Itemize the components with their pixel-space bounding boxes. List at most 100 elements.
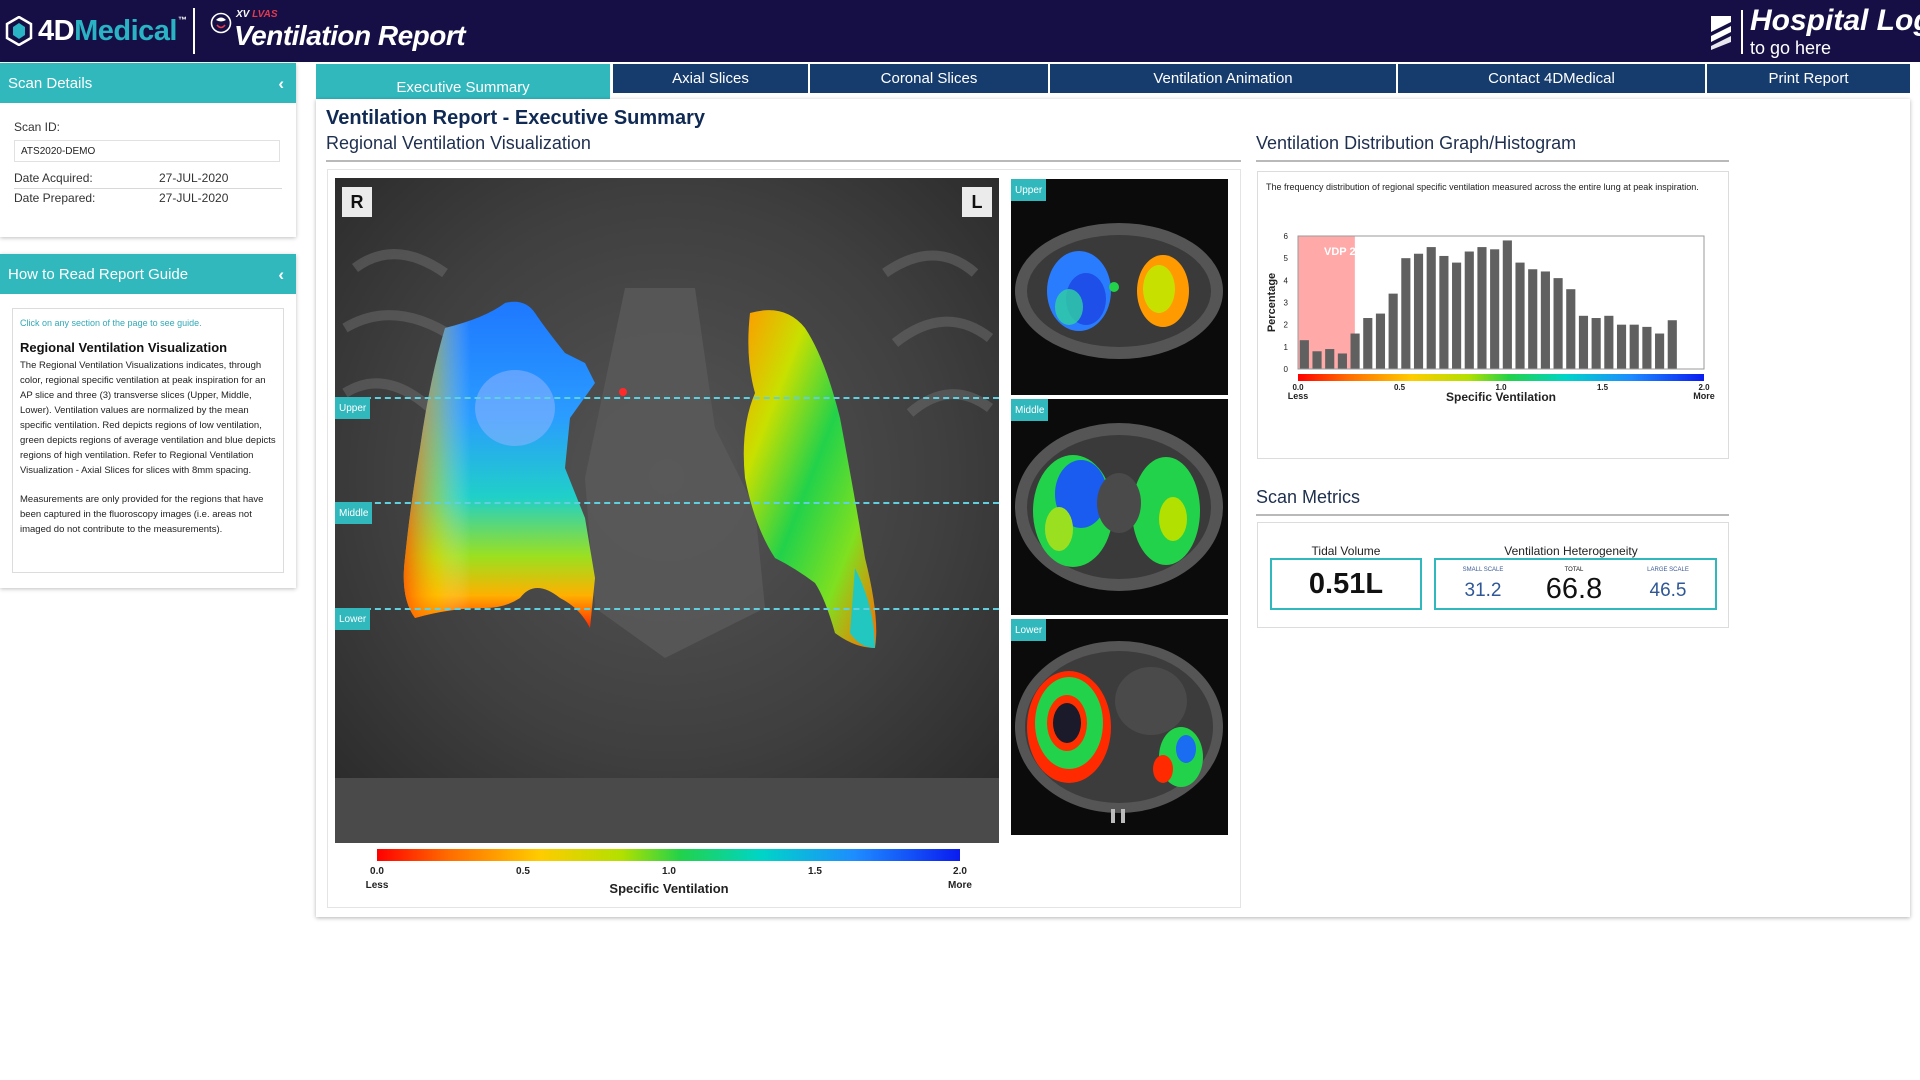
tidal-volume-value: 0.51L — [1308, 568, 1384, 600]
total-label: TOTAL — [1564, 567, 1584, 573]
histogram-bar — [1591, 318, 1601, 369]
histogram-bar — [1452, 262, 1462, 369]
hospital-logo-divider — [1741, 10, 1743, 54]
small-scale-value: 31.2 — [1464, 580, 1502, 601]
tidal-volume-box: 0.51L — [1270, 558, 1422, 610]
coronal-ct-render — [335, 178, 999, 843]
colorbar-more-label: More — [948, 880, 972, 891]
x-tick-label: 0.5 — [1394, 383, 1406, 392]
histogram-bar — [1413, 253, 1424, 369]
histogram-bar — [1566, 289, 1576, 369]
report-guide-panel: How to Read Report Guide ‹ Click on any … — [0, 254, 296, 588]
x-tick-label: 2.0 — [1698, 383, 1710, 392]
scan-id-label: Scan ID: — [14, 120, 61, 134]
axial-slice-middle[interactable]: Middle — [1011, 399, 1228, 615]
x-tick-label: 0.0 — [1292, 383, 1304, 392]
upper-slice-label: Upper — [1011, 179, 1047, 201]
axial-slice-upper[interactable]: Upper — [1011, 179, 1228, 395]
ventilation-heterogeneity-box: SMALL SCALE 31.2 TOTAL 66.8 LARGE SCALE … — [1434, 558, 1717, 610]
colorbar-tick: 0.0 — [370, 866, 384, 877]
histogram-bar — [1667, 320, 1677, 369]
x-max-label: More — [1693, 391, 1715, 401]
visualization-section-title: Regional Ventilation Visualization — [326, 133, 591, 153]
histogram-bar — [1629, 324, 1639, 369]
histogram-bar — [1426, 247, 1436, 369]
histogram-bar — [1604, 315, 1614, 369]
middle-slice-label: Middle — [1011, 399, 1049, 421]
y-tick-label: 3 — [1284, 299, 1289, 308]
axial-ct-render — [1015, 223, 1223, 359]
colorbar-tick: 0.5 — [516, 866, 530, 877]
y-tick-label: 5 — [1284, 254, 1289, 263]
lower-slice-line — [335, 608, 999, 610]
orientation-right-marker: R — [342, 187, 372, 217]
histogram-bar — [1337, 353, 1347, 369]
lower-slice-label[interactable]: Lower — [335, 608, 371, 630]
scan-metrics-card: Tidal Volume 0.51L Ventilation Heterogen… — [1257, 522, 1729, 628]
upper-slice-line — [335, 397, 999, 399]
histogram-bar — [1515, 262, 1525, 369]
histogram-bar — [1528, 269, 1538, 369]
colorbar-less-label: Less — [365, 880, 389, 891]
date-acquired-label: Date Acquired: — [14, 171, 93, 185]
axial-slice-lower[interactable]: Lower — [1011, 619, 1228, 835]
tab-print-report[interactable]: Print Report — [1707, 64, 1910, 93]
4dmedical-logo[interactable]: 4DMedical™ — [4, 10, 187, 52]
middle-slice-label[interactable]: Middle — [335, 502, 373, 524]
visualization-frame[interactable] — [327, 169, 1241, 908]
middle-slice-line — [335, 502, 999, 504]
x-axis-label: Specific Ventilation — [1446, 390, 1556, 404]
histogram-bar — [1553, 278, 1563, 369]
collapse-chevron-icon[interactable]: ‹ — [278, 265, 284, 284]
xv-lvas-icon — [210, 12, 232, 34]
scan-details-title: Scan Details — [8, 74, 93, 92]
guide-section-title: Regional Ventilation Visualization — [20, 340, 228, 355]
4dmedical-wordmark: 4DMedical™ — [38, 14, 187, 47]
axial-ct-render — [1015, 641, 1223, 823]
x-tick-label: 1.0 — [1495, 383, 1507, 392]
ventilation-heterogeneity-label: Ventilation Heterogeneity — [1504, 544, 1638, 558]
section-divider — [1256, 160, 1729, 162]
hospital-logo-tagline: to go here — [1750, 38, 1832, 58]
axial-ct-render — [1015, 423, 1223, 591]
histogram-bar — [1363, 318, 1373, 369]
guide-paragraph: Measurements are only provided for the r… — [20, 494, 264, 535]
colorbar-tick: 2.0 — [953, 866, 967, 877]
date-acquired-value: 27-JUL-2020 — [159, 171, 229, 185]
histogram-card[interactable]: The frequency distribution of regional s… — [1257, 171, 1729, 459]
section-divider — [326, 160, 1241, 162]
coronal-ventilation-image[interactable]: R L Upper Middle Lower — [335, 178, 999, 843]
scan-metrics-title: Scan Metrics — [1256, 487, 1361, 507]
tab-axial-slices[interactable]: Axial Slices — [613, 64, 808, 93]
ventilation-colorbar — [377, 849, 960, 861]
tab-coronal-slices[interactable]: Coronal Slices — [810, 64, 1048, 93]
report-guide-header[interactable]: How to Read Report Guide ‹ — [0, 254, 296, 294]
histogram-bar — [1502, 240, 1512, 369]
hospital-logo-placeholder: Hospital Logo to go here — [1708, 4, 1920, 58]
scan-details-panel: Scan Details ‹ Scan ID: ATS2020-DEMO Dat… — [0, 63, 296, 237]
histogram-bar — [1642, 326, 1652, 369]
large-scale-value: 46.5 — [1649, 580, 1687, 601]
tab-executive-summary[interactable]: Executive Summary — [316, 64, 610, 99]
y-tick-label: 1 — [1284, 343, 1289, 352]
tab-contact-4dmedical[interactable]: Contact 4DMedical — [1398, 64, 1705, 93]
histogram-bar — [1464, 251, 1474, 369]
large-scale-label: LARGE SCALE — [1647, 567, 1689, 573]
histogram-bar — [1388, 293, 1398, 369]
collapse-chevron-icon[interactable]: ‹ — [278, 74, 284, 93]
guide-card: Click on any section of the page to see … — [12, 308, 284, 573]
histogram-bar — [1439, 255, 1449, 369]
tab-ventilation-animation[interactable]: Ventilation Animation — [1050, 64, 1396, 93]
histogram-bar — [1299, 340, 1309, 369]
histogram-bar — [1401, 258, 1411, 369]
upper-slice-label[interactable]: Upper — [335, 397, 371, 419]
guide-paragraph: The Regional Ventilation Visualizations … — [20, 360, 276, 476]
histogram-chart: VDP 20.2% 0 1 2 3 4 5 6 Percentage 0.0 0.5 1.0 1.5 2.… — [1266, 232, 1715, 404]
y-tick-label: 6 — [1284, 232, 1289, 241]
date-acquired-row: Date Acquired: 27-JUL-2020 — [14, 170, 282, 189]
histogram-bar — [1312, 351, 1322, 369]
y-tick-label: 0 — [1284, 365, 1289, 374]
scan-details-header[interactable]: Scan Details ‹ — [0, 63, 296, 103]
total-value: 66.8 — [1545, 573, 1603, 605]
colorbar-tick: 1.5 — [808, 866, 822, 877]
